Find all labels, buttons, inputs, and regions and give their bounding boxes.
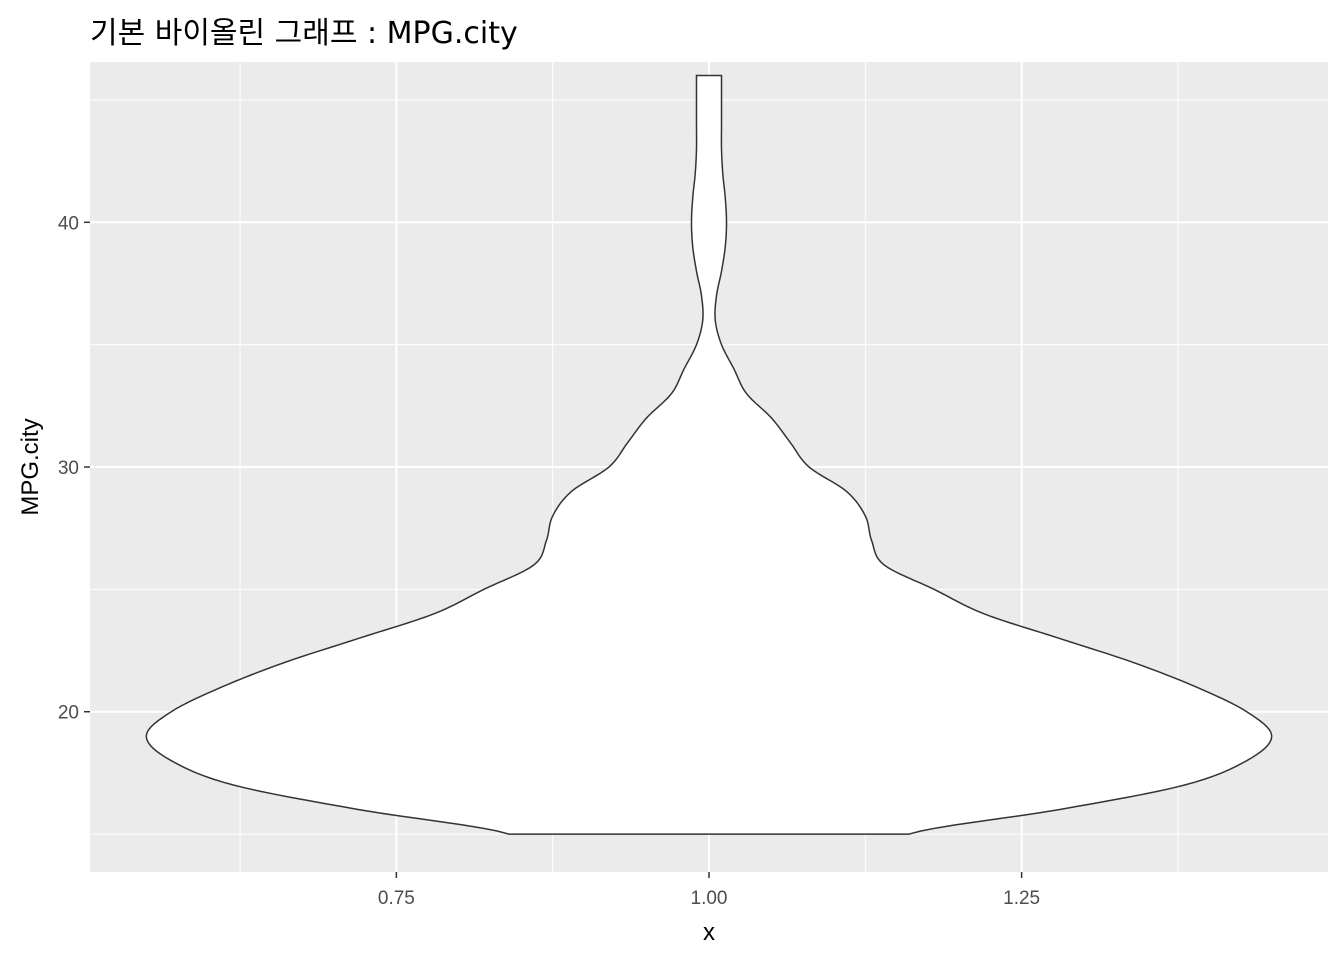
chart-title: 기본 바이올린 그래프 : MPG.city xyxy=(90,16,518,51)
y-tick-label: 20 xyxy=(58,703,79,724)
y-tick-label: 30 xyxy=(58,458,79,479)
x-axis-title: x xyxy=(703,919,715,946)
x-axis: 0.75 1.00 1.25 xyxy=(378,872,1040,909)
y-tick-label: 40 xyxy=(58,213,79,234)
x-tick-label: 0.75 xyxy=(378,888,415,909)
x-tick-label: 1.00 xyxy=(691,888,728,909)
y-axis-title: MPG.city xyxy=(17,418,44,515)
y-axis: 20 30 40 xyxy=(58,213,90,724)
violin-shape xyxy=(145,74,1273,835)
x-tick-label: 1.25 xyxy=(1003,888,1040,909)
